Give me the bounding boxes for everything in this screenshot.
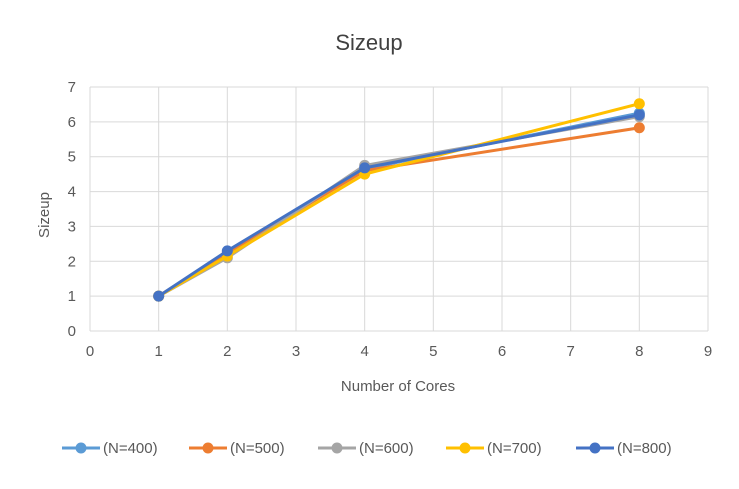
legend-item: (N=600)	[318, 440, 414, 457]
y-tick-label: 6	[68, 114, 76, 131]
legend-label: (N=700)	[487, 440, 542, 457]
legend-label: (N=800)	[617, 440, 672, 457]
x-tick-label: 2	[223, 343, 231, 360]
legend-item: (N=500)	[189, 440, 285, 457]
y-axis-label: Sizeup	[36, 192, 53, 238]
data-point	[633, 109, 645, 121]
y-tick-label: 7	[68, 79, 76, 96]
x-tick-label: 8	[635, 343, 643, 360]
legend-marker	[459, 442, 471, 454]
chart-title: Sizeup	[335, 30, 402, 55]
series-line	[157, 126, 641, 298]
data-point	[153, 290, 165, 302]
x-tick-label: 4	[360, 343, 368, 360]
x-axis-label: Number of Cores	[341, 378, 455, 395]
legend-label: (N=400)	[103, 440, 158, 457]
x-tick-label: 9	[704, 343, 712, 360]
x-tick-label: 3	[292, 343, 300, 360]
series-4	[153, 109, 645, 302]
legend-marker	[75, 442, 87, 454]
legend-marker	[202, 442, 214, 454]
legend-item: (N=700)	[446, 440, 542, 457]
data-point	[221, 245, 233, 257]
y-tick-label: 3	[68, 218, 76, 235]
x-tick-label: 1	[154, 343, 162, 360]
data-point	[633, 98, 645, 110]
x-tick-label: 6	[498, 343, 506, 360]
legend: (N=400) (N=500) (N=600) (N=700) (N=800)	[62, 440, 672, 457]
data-point	[633, 122, 645, 134]
axes: 0 1 2 3 4 5 6 7 0 1 2 3 4 5 6 7 8 9	[68, 79, 713, 360]
legend-label: (N=500)	[230, 440, 285, 457]
series-line	[157, 102, 641, 298]
gridlines	[89, 86, 709, 332]
series-line	[157, 115, 641, 298]
legend-item: (N=400)	[62, 440, 158, 457]
y-tick-label: 2	[68, 253, 76, 270]
x-tick-label: 7	[566, 343, 574, 360]
y-tick-label: 1	[68, 288, 76, 305]
y-tick-label: 0	[68, 323, 76, 340]
series-line	[157, 113, 641, 298]
x-tick-label: 0	[86, 343, 94, 360]
legend-item: (N=800)	[576, 440, 672, 457]
legend-label: (N=600)	[359, 440, 414, 457]
legend-marker	[331, 442, 343, 454]
y-tick-label: 5	[68, 149, 76, 166]
data-point	[359, 162, 371, 174]
y-tick-label: 4	[68, 184, 76, 201]
series-lines	[153, 98, 645, 302]
series-line	[157, 111, 641, 298]
legend-marker	[589, 442, 601, 454]
x-tick-label: 5	[429, 343, 437, 360]
